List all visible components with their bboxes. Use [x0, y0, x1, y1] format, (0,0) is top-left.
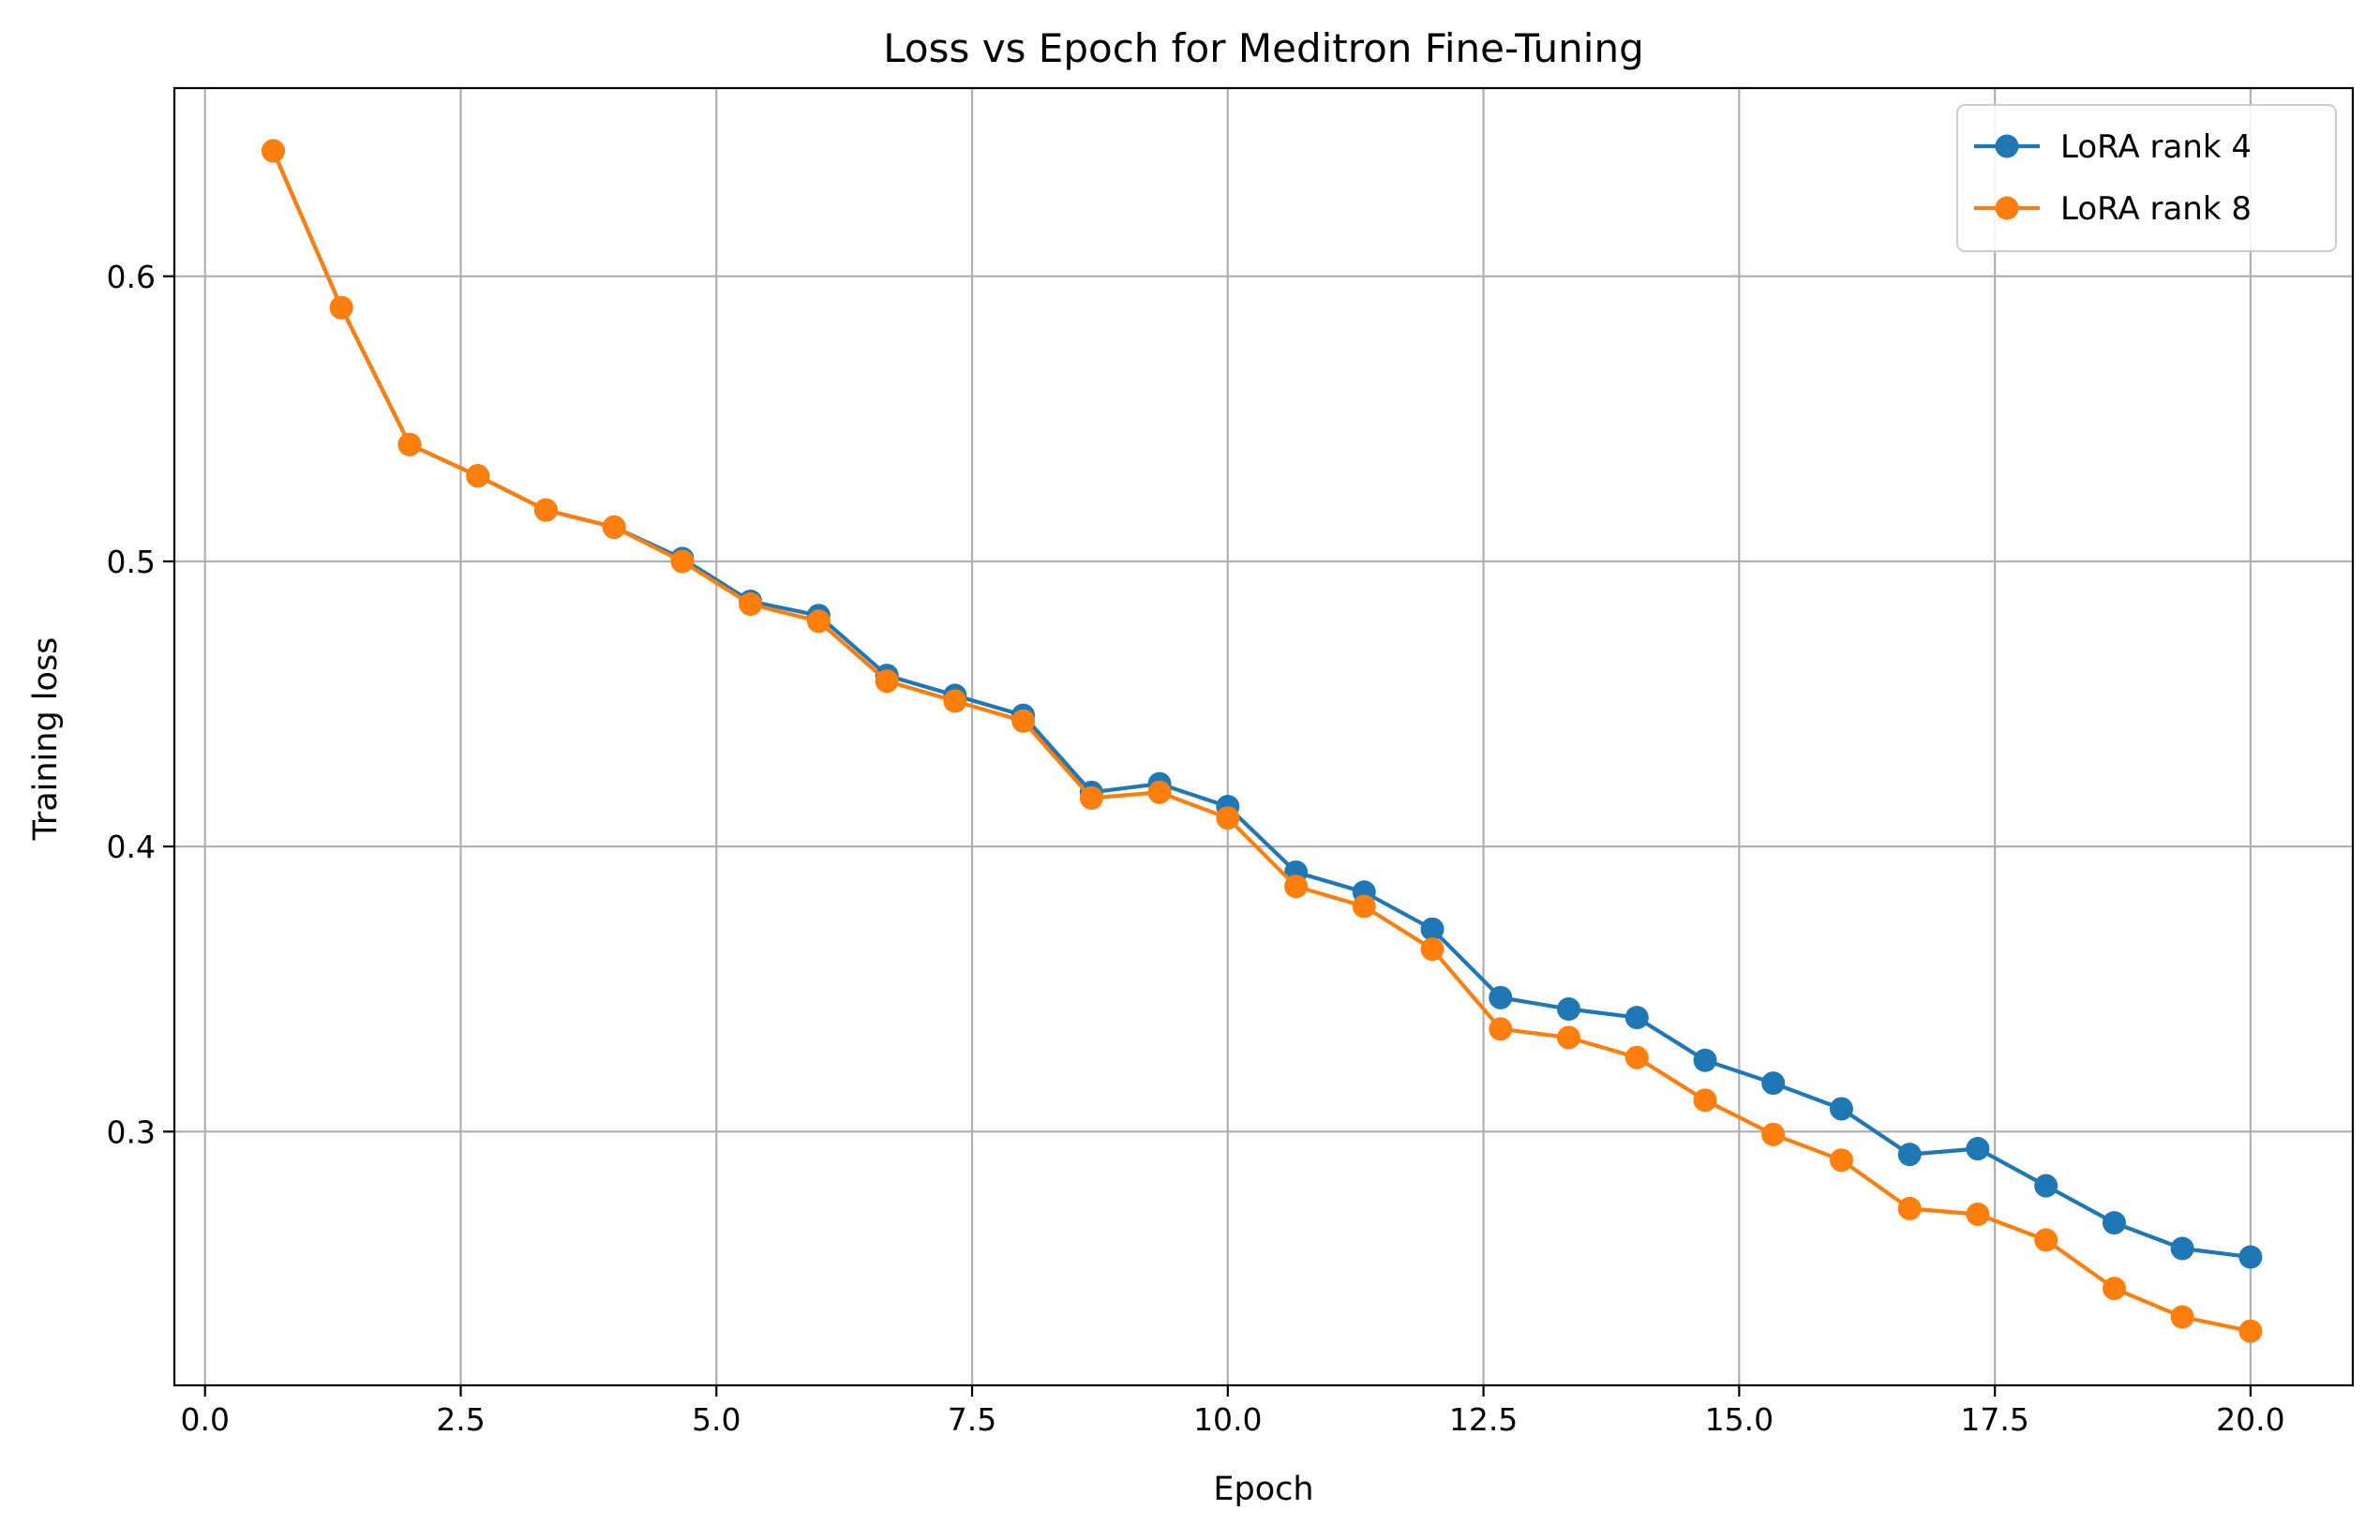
data-point	[602, 515, 626, 539]
data-point	[806, 609, 831, 634]
y-tick-label: 0.3	[107, 1114, 156, 1150]
data-point	[1761, 1071, 1786, 1096]
data-point	[2238, 1319, 2263, 1343]
legend-entry: LoRA rank 4	[1974, 128, 2252, 166]
data-point	[1079, 785, 1103, 810]
x-tick-label: 17.5	[1960, 1401, 2028, 1438]
grid-lines	[174, 88, 2353, 1385]
legend-label: LoRA rank 4	[2060, 128, 2252, 166]
data-point	[1693, 1048, 1717, 1072]
data-point	[1011, 709, 1036, 733]
data-point	[1556, 1025, 1580, 1050]
series-line	[271, 150, 2252, 1260]
x-tick-label: 20.0	[2216, 1401, 2284, 1438]
legend-marker	[1995, 134, 2019, 158]
y-tick-label: 0.6	[107, 259, 156, 295]
x-tick-label: 2.5	[436, 1401, 485, 1438]
data-point	[1352, 894, 1376, 919]
data-point	[2170, 1236, 2194, 1261]
series-lines	[262, 139, 2263, 1343]
data-point	[1216, 806, 1240, 830]
data-point	[1489, 985, 1513, 1009]
data-point	[2034, 1174, 2058, 1198]
y-axis-label: Training loss	[27, 637, 65, 842]
data-point	[466, 464, 490, 488]
x-tick-label: 0.0	[180, 1401, 229, 1438]
data-point	[1420, 917, 1444, 941]
legend: LoRA rank 4 LoRA rank 8	[1956, 104, 2337, 252]
data-point	[2170, 1305, 2194, 1329]
x-tick-label: 15.0	[1705, 1401, 1774, 1438]
data-point	[670, 549, 695, 574]
data-point	[1897, 1196, 1922, 1220]
data-point	[1829, 1148, 1853, 1173]
data-point	[533, 498, 558, 522]
axis-ticks: 0.0 2.5 5.0 7.5 10.0 12.5 15.0 17.5 20.0 0.3 0.4 0.…	[107, 259, 2285, 1438]
x-tick-label: 5.0	[692, 1401, 741, 1438]
data-point	[1489, 1017, 1513, 1041]
plot-frame	[172, 86, 2355, 1387]
data-point	[262, 139, 286, 163]
legend-marker	[1995, 196, 2019, 220]
data-point	[1761, 1122, 1786, 1146]
data-point	[1420, 937, 1444, 962]
chart-title: Loss vs Epoch for Meditron Fine-Tuning	[883, 25, 1644, 71]
data-point	[1624, 1006, 1649, 1030]
data-point	[1284, 875, 1309, 899]
data-point	[1966, 1137, 1990, 1161]
legend-frame	[1956, 104, 2337, 252]
series-line	[271, 150, 2252, 1334]
data-point	[2102, 1211, 2126, 1235]
legend-entry: LoRA rank 8	[1974, 190, 2252, 228]
y-tick-label: 0.4	[107, 829, 156, 865]
data-point	[1693, 1088, 1717, 1113]
x-tick-label: 10.0	[1193, 1401, 1262, 1438]
data-point	[397, 432, 422, 456]
data-point	[2238, 1245, 2263, 1269]
legend-label: LoRA rank 8	[2060, 190, 2252, 228]
series-2	[262, 139, 2263, 1343]
data-point	[1147, 780, 1172, 804]
data-point	[875, 669, 899, 694]
data-point	[1897, 1143, 1922, 1167]
data-point	[329, 295, 353, 320]
data-point	[1966, 1202, 1990, 1226]
data-point	[739, 592, 763, 617]
data-point	[2034, 1228, 2058, 1252]
data-point	[943, 689, 967, 713]
x-tick-label: 12.5	[1449, 1401, 1518, 1438]
data-point	[1624, 1045, 1649, 1069]
x-axis-label: Epoch	[1213, 1471, 1313, 1508]
data-point	[2102, 1277, 2126, 1301]
data-point	[1556, 996, 1580, 1021]
y-tick-label: 0.5	[107, 544, 156, 580]
x-tick-label: 7.5	[948, 1401, 996, 1438]
series-1	[262, 139, 2263, 1269]
data-point	[1829, 1097, 1853, 1121]
